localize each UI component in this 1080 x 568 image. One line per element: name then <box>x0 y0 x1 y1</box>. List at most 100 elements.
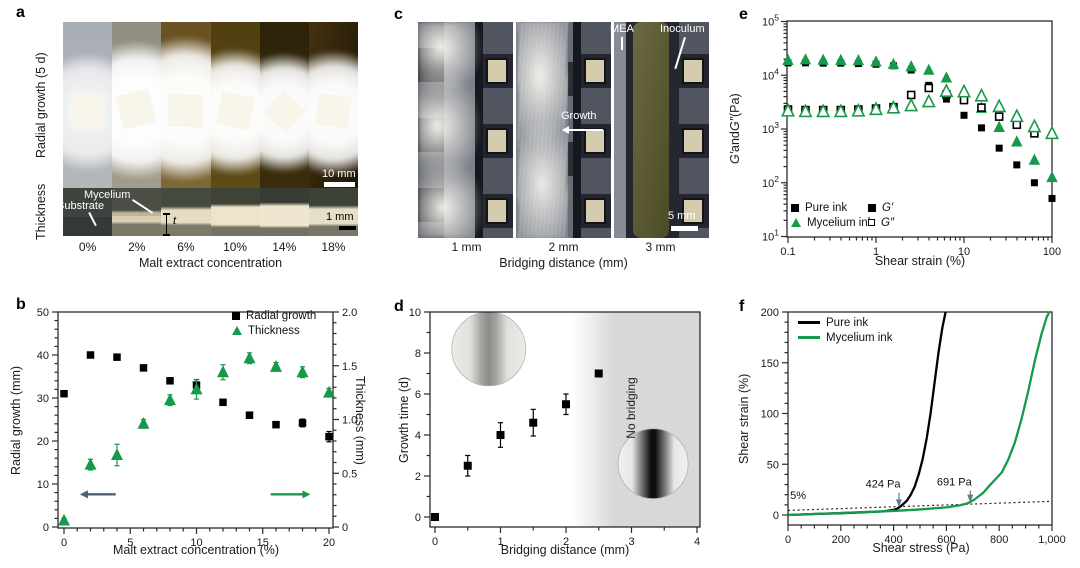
open-square-marker-icon <box>868 219 875 226</box>
legend-label: G″ <box>881 216 895 229</box>
thickness-segment-0pct <box>63 188 113 236</box>
thickness-segment-6pct <box>161 188 211 236</box>
legend-label: Pure ink <box>805 201 848 214</box>
green-triangle-marker-icon <box>791 218 801 227</box>
scalebar-1mm-label: 1 mm <box>326 211 354 223</box>
svg-text:0: 0 <box>342 522 348 534</box>
chart-e-ylabel-g2: G″ <box>728 117 742 132</box>
black-square-marker-icon <box>791 203 799 212</box>
tick-18pct: 18% <box>321 240 346 254</box>
svg-text:50: 50 <box>767 459 779 471</box>
svg-text:20: 20 <box>323 537 335 549</box>
inoculum-label: Inoculum <box>660 23 705 35</box>
svg-text:0: 0 <box>415 512 421 524</box>
scalebar-1mm <box>339 226 356 230</box>
axis-arrow <box>79 490 116 499</box>
thickness-segment-2pct <box>112 188 162 236</box>
photo-segment-18pct <box>308 22 359 188</box>
svg-text:200: 200 <box>761 307 779 319</box>
thickness-segment-14pct <box>259 188 309 236</box>
panel-letter-b: b <box>16 296 26 313</box>
thickness-measure-bracket <box>163 213 170 236</box>
panel-letter-a: a <box>16 4 25 21</box>
tick-2mm: 2 mm <box>548 240 579 254</box>
photo-segment-6pct <box>161 22 211 188</box>
svg-text:2.0: 2.0 <box>342 307 357 319</box>
thickness-photo-row <box>63 188 359 236</box>
svg-text:101: 101 <box>762 228 779 244</box>
axes: 0 5 10 15 20 0 10 20 30 40 50 0 0.5 1.0 1.5 2.0 <box>37 307 358 549</box>
svg-text:200: 200 <box>832 534 850 546</box>
svg-text:10: 10 <box>958 246 970 258</box>
tick-14pct: 14% <box>272 240 297 254</box>
svg-text:0.1: 0.1 <box>780 246 795 258</box>
chart-e: 0.1 1 10 100 101 102 103 104 105 <box>762 13 1061 259</box>
chart-f-ylabel: Shear strain (%) <box>737 373 751 464</box>
svg-text:105: 105 <box>762 13 779 29</box>
series-growth-time <box>431 369 603 521</box>
legend-item-mycelium-ink: Mycelium ink <box>798 331 892 344</box>
chart-b: 0 5 10 15 20 0 10 20 30 40 50 0 0.5 1.0 1.5 2.0 <box>37 307 358 549</box>
chart-e-legend-col2: G′ G″ <box>868 201 894 229</box>
svg-text:4: 4 <box>694 536 700 548</box>
svg-text:1.0: 1.0 <box>342 415 357 427</box>
svg-text:10: 10 <box>37 479 49 491</box>
svg-text:102: 102 <box>762 174 779 190</box>
legend-item-g-double-prime: G″ <box>868 216 894 229</box>
svg-text:5: 5 <box>127 537 133 549</box>
series-mycelium-ink-g″ <box>780 83 1060 140</box>
svg-text:40: 40 <box>37 350 49 362</box>
legend-label: Pure ink <box>826 316 869 329</box>
svg-text:15: 15 <box>257 537 269 549</box>
mea-label: MEA <box>610 23 634 35</box>
svg-text:100: 100 <box>1043 246 1061 258</box>
legend-label: Thickness <box>248 324 300 337</box>
panel-a-row-label-top: Radial growth (5 d) <box>34 52 48 158</box>
growth-arrow <box>562 126 603 133</box>
svg-text:20: 20 <box>37 436 49 448</box>
svg-text:103: 103 <box>762 120 779 136</box>
green-line-swatch-icon <box>798 336 820 339</box>
svg-text:8: 8 <box>415 348 421 360</box>
svg-text:104: 104 <box>762 66 779 82</box>
legend-item-pure-ink: Pure ink <box>791 201 873 214</box>
panel-a-row-label-bottom: Thickness <box>34 183 48 241</box>
legend-label: G′ <box>882 201 894 214</box>
tick-2pct: 2% <box>128 240 146 254</box>
thickness-t-label: t <box>173 215 177 227</box>
inset-photo-no-bridging <box>617 428 689 500</box>
scalebar-5mm-label: 5 mm <box>668 210 696 222</box>
chart-b-ylabel-right: Thickness (mm) <box>353 375 367 465</box>
panel-letter-d: d <box>394 298 404 315</box>
annotation-691-pa: 691 Pa <box>937 477 974 503</box>
svg-text:4: 4 <box>415 430 421 442</box>
svg-text:800: 800 <box>990 534 1008 546</box>
svg-text:100: 100 <box>761 409 779 421</box>
svg-text:2: 2 <box>415 471 421 483</box>
black-square-marker-icon <box>232 311 240 320</box>
legend-item-pure-ink: Pure ink <box>798 316 892 329</box>
panel-a-photo-montage: 10 mm 1 mm Mycelium Substrate t <box>57 22 359 236</box>
svg-text:691 Pa: 691 Pa <box>937 477 973 489</box>
tick-0pct: 0% <box>78 240 97 254</box>
legend-item-thickness: Thickness <box>232 324 316 337</box>
no-bridging-text: No bridging <box>624 377 638 438</box>
panel-letter-e: e <box>739 6 748 23</box>
legend-item-g-prime: G′ <box>868 201 894 214</box>
axis-arrow <box>270 490 311 499</box>
inset-photo-bridging <box>451 311 527 387</box>
tick-6pct: 6% <box>177 240 195 254</box>
tick-1mm: 1 mm <box>451 240 482 254</box>
chart-f-xlabel: Shear stress (Pa) <box>872 541 970 555</box>
curve-mycelium-ink <box>787 311 1051 517</box>
bridging-photo-3mm <box>614 22 709 238</box>
chart-d: 0 1 2 3 4 0 2 4 6 8 10 No bridging <box>409 307 701 548</box>
chart-b-ylabel-left: Radial growth (mm) <box>9 365 23 475</box>
series-pure-ink-g′ <box>784 59 1056 202</box>
mea-pointer-line <box>621 37 623 50</box>
scalebar-5mm <box>671 226 698 231</box>
growth-label: Growth <box>561 110 597 122</box>
substrate-label: Substrate <box>57 200 105 212</box>
panel-c-xlabel: Bridging distance (mm) <box>499 256 628 270</box>
svg-text:50: 50 <box>37 307 49 319</box>
